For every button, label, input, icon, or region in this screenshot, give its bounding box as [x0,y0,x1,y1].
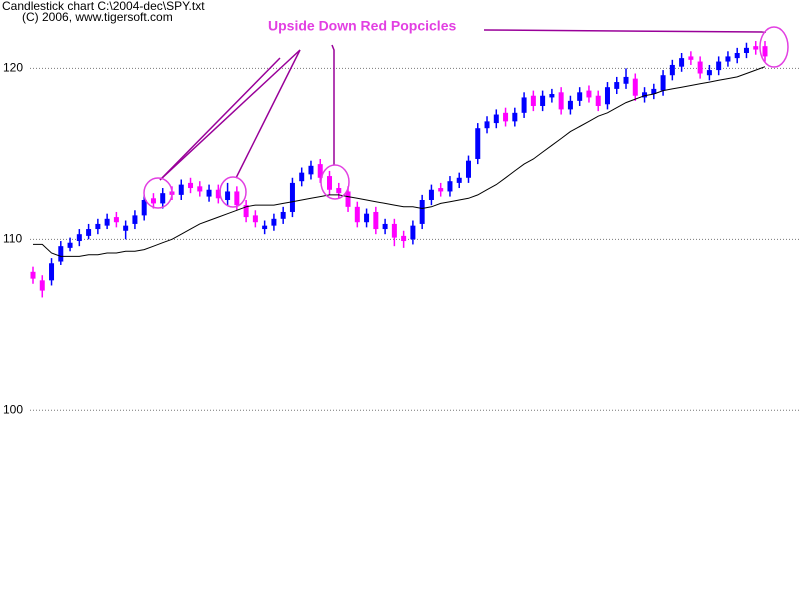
candle-body [391,223,397,238]
candle-body [512,112,518,122]
candle-body [67,242,73,248]
candle-body [243,205,249,218]
candle-body [86,229,92,236]
candle-body [493,114,499,124]
candle-body [215,189,221,199]
candle-body [354,206,360,223]
y-tick-label: 110 [3,231,22,245]
candle-body [475,128,481,159]
chart-title: Candlestick chart C:\2004-dec\SPY.txt [2,0,205,13]
candle-body [540,95,546,106]
candle-body [58,246,64,262]
candle-body [688,56,694,60]
candle-body [225,191,231,200]
candle-body [327,176,333,190]
annotation-circle [143,177,173,209]
candle-body [234,191,240,206]
candle-body [456,177,462,183]
candle-body [188,182,194,189]
candle-body [280,211,286,219]
candle-body [669,64,675,76]
annotation-circle [219,176,247,208]
candle-body [595,95,601,106]
annotation-arrow [159,49,301,181]
candle-body [336,188,342,194]
candle-body [123,225,129,231]
candle-body [317,164,323,178]
candle-body [262,225,268,230]
candle-body [530,95,536,106]
candle-body [373,211,379,230]
annotation-arrow [235,49,301,179]
candle-body [39,280,45,291]
candle-body [762,46,768,57]
candle-body [160,193,166,204]
candle-body [465,160,471,178]
candle-body [206,189,212,197]
candle-body [271,218,277,226]
candle-body [299,172,305,182]
candle-body [716,61,722,71]
candle-body [503,112,509,122]
candle-body [651,88,657,95]
candle-body [521,97,527,113]
annotation-text: Upside Down Red Popcicles [268,18,456,34]
candle-body [410,225,416,240]
candle-body [104,218,110,226]
candle-body [438,188,444,192]
candle-body [558,92,564,110]
candle-body [484,121,490,129]
annotation-arrow [159,57,281,181]
candle-body [30,271,36,279]
candle-body [614,82,620,89]
candle-body [642,92,648,98]
moving-average-line [33,66,766,257]
candle-body [743,47,749,53]
candle-body [679,58,685,67]
candle-body [49,263,55,281]
candle-body [364,213,370,223]
candle-body [345,191,351,207]
candle-body [567,100,573,110]
annotation-arrow [483,29,767,33]
y-tick-label: 100 [3,402,23,416]
candle-body [706,70,712,76]
candle-body [289,182,295,212]
candle-body [141,200,147,216]
candle-body [447,181,453,192]
candle-body [132,215,138,224]
candle-body [113,217,119,223]
candle-body [401,235,407,242]
candle-body [623,76,629,84]
annotation [143,26,789,209]
candle-body [586,90,592,98]
candle-body [252,215,258,223]
candle-body [419,200,425,224]
candle-body [577,92,583,101]
candle-body [428,189,434,200]
annotation-circle [759,26,789,68]
candle-body [660,75,666,91]
candle-body [725,56,731,62]
candle-body [150,198,156,204]
candle-body [95,223,101,230]
candle-body [549,94,555,98]
candle-body [382,223,388,230]
candle-body [632,78,638,96]
y-tick-label: 120 [3,61,23,75]
annotation-circle [320,164,350,200]
candle-body [178,184,184,195]
candle-body [734,52,740,59]
annotation-arrow [331,44,335,165]
chart-subtitle: (C) 2006, www.tigersoft.com [22,10,173,24]
candle-body [753,46,759,50]
candle-body [76,234,82,242]
candle-body [604,87,610,105]
candle-body [697,61,703,74]
candle-body [308,165,314,175]
candle-body [197,186,203,192]
